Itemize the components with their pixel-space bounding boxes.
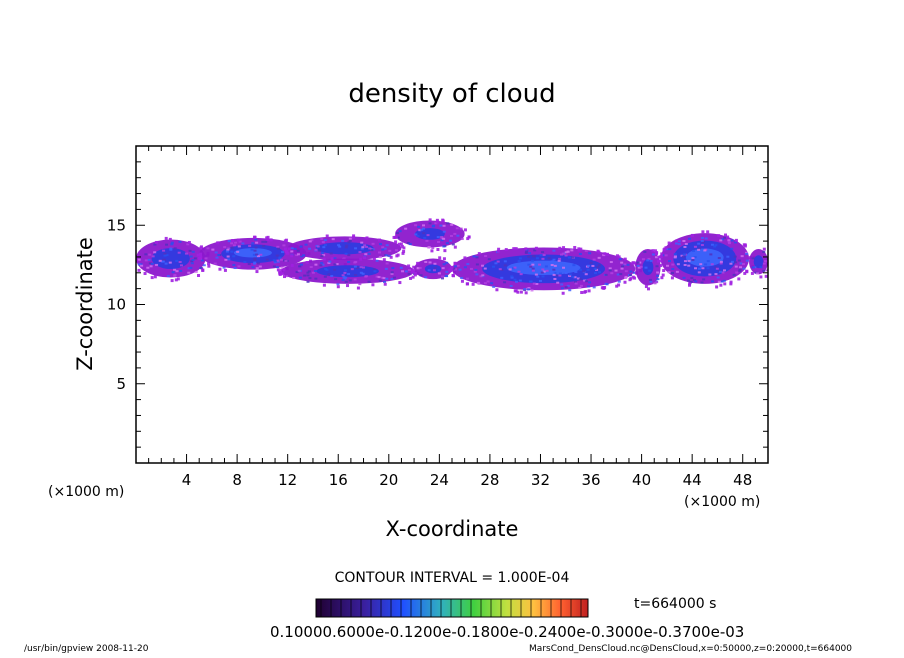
axis-ticks — [136, 146, 768, 463]
footer-left: /usr/bin/gpview 2008-11-20 — [24, 644, 149, 654]
cloud-region — [656, 230, 756, 289]
plot-frame — [135, 145, 769, 464]
chart-title: density of cloud — [348, 79, 555, 109]
x-unit-left: (×1000 m) — [48, 484, 124, 500]
x-tick-label: 36 — [581, 471, 600, 489]
x-tick-label: 12 — [278, 471, 297, 489]
cloud-region — [635, 249, 665, 291]
x-tick-label: 32 — [531, 471, 550, 489]
x-unit-right: (×1000 m) — [684, 494, 760, 510]
contour-interval: CONTOUR INTERVAL = 1.000E-04 — [335, 570, 570, 586]
cloud-layer — [136, 218, 768, 295]
x-axis-label: X-coordinate — [386, 517, 519, 541]
y-tick-label: 10 — [107, 296, 126, 314]
footer-right: MarsCond_DensCloud.nc@DensCloud,x=0:5000… — [529, 644, 852, 654]
time-label: t=664000 s — [634, 596, 716, 612]
cloud-region — [392, 218, 471, 253]
cloud-region — [749, 247, 768, 279]
x-tick-label: 40 — [632, 471, 651, 489]
x-tick-labels: 4 8 12 16 20 24 28 32 36 40 44 48 — [182, 471, 752, 489]
x-tick-label: 8 — [232, 471, 242, 489]
x-tick-label: 24 — [430, 471, 449, 489]
colorbar-labels: 0.10000.6000e-0.1200e-0.1800e-0.2400e-0.… — [270, 623, 744, 641]
cloud-region — [448, 245, 643, 295]
x-tick-label: 16 — [329, 471, 348, 489]
cloud-region — [411, 256, 457, 280]
y-tick-labels: 5 10 15 — [107, 216, 126, 393]
x-tick-label: 44 — [683, 471, 702, 489]
cloud-region — [136, 236, 211, 283]
x-tick-label: 20 — [379, 471, 398, 489]
x-tick-label: 28 — [480, 471, 499, 489]
y-tick-label: 15 — [107, 216, 126, 234]
x-tick-label: 4 — [182, 471, 192, 489]
x-tick-label: 48 — [733, 471, 752, 489]
y-tick-label: 5 — [116, 375, 126, 393]
y-axis-label: Z-coordinate — [73, 237, 97, 371]
colorbar-stripes — [316, 599, 588, 617]
cloud-region — [283, 234, 406, 267]
cloud-region — [196, 235, 311, 274]
